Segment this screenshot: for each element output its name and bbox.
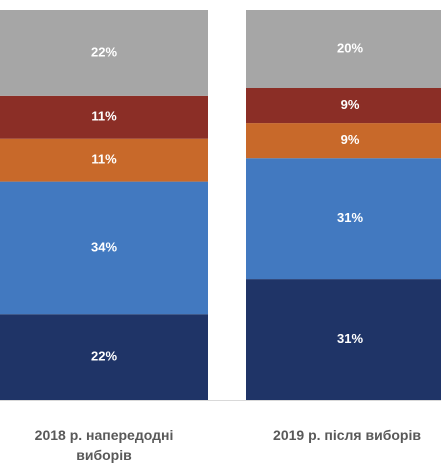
x-tick-label: 2018 р. напередодні виборів <box>34 427 174 463</box>
bar-segment <box>0 181 208 315</box>
data-label: 20% <box>337 40 363 55</box>
data-label: 11% <box>91 109 117 124</box>
data-label: 22% <box>91 44 117 59</box>
data-label: 22% <box>91 349 117 364</box>
bar-segment <box>246 158 441 280</box>
data-label: 9% <box>341 97 360 112</box>
bar-segment <box>246 10 441 88</box>
data-label: 11% <box>91 152 117 167</box>
bar-segment <box>0 95 208 139</box>
x-tick-label: 2019 р. після виборів <box>273 427 421 443</box>
bar-segment <box>0 10 208 96</box>
data-label: 9% <box>341 132 360 147</box>
bar-segment <box>0 138 208 182</box>
bar-segment <box>246 123 441 159</box>
bar-segment <box>0 314 208 400</box>
data-label: 34% <box>91 239 117 254</box>
data-label: 31% <box>337 210 363 225</box>
bar-segment <box>246 88 441 124</box>
bar-segment <box>246 279 441 400</box>
data-label: 31% <box>337 331 363 346</box>
